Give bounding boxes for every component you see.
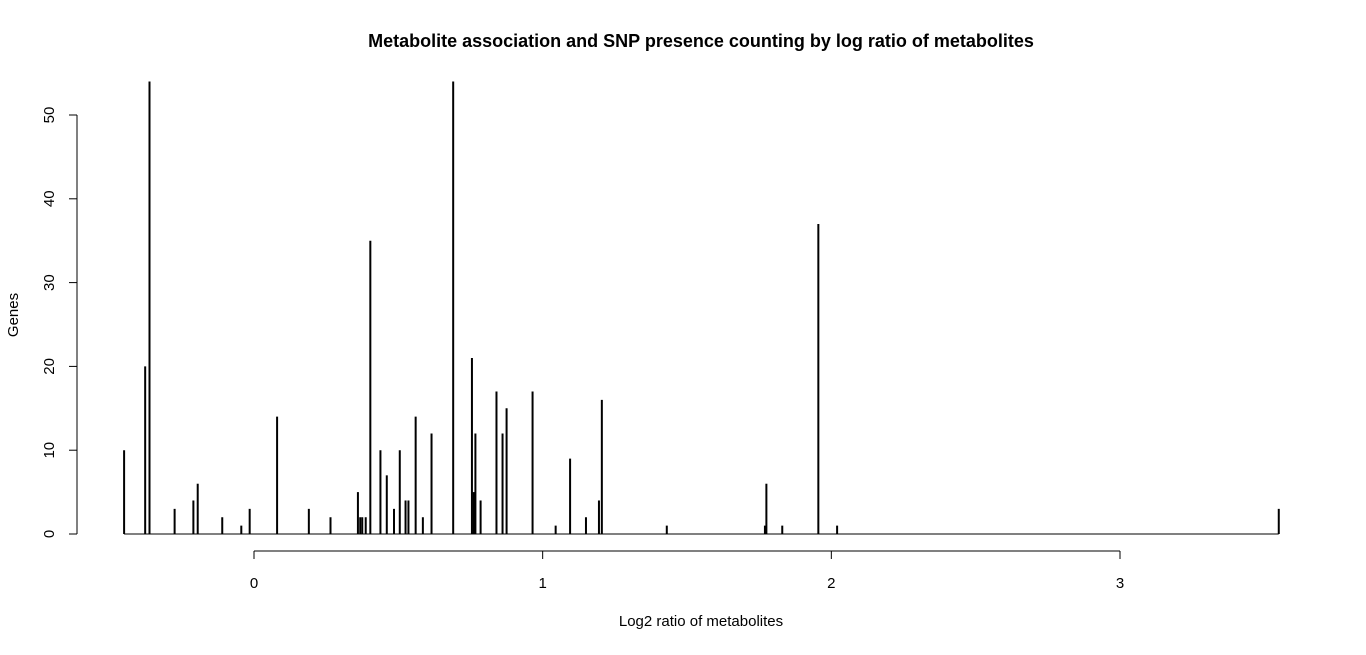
- y-tick-label: 10: [41, 442, 58, 459]
- x-axis-label: Log2 ratio of metabolites: [619, 613, 783, 630]
- x-tick-label: 0: [250, 575, 258, 592]
- x-tick-label: 1: [538, 575, 546, 592]
- y-tick-label: 40: [41, 190, 58, 207]
- chart-title: Metabolite association and SNP presence …: [368, 31, 1034, 51]
- y-tick-label: 30: [41, 274, 58, 291]
- y-tick-label: 0: [41, 530, 58, 538]
- y-tick-label: 50: [41, 107, 58, 124]
- x-tick-label: 3: [1116, 575, 1124, 592]
- x-axis: 0 1 2 3: [250, 550, 1124, 592]
- y-axis-label: Genes: [5, 293, 22, 337]
- y-axis: 0 10 20 30 40 50: [41, 107, 78, 538]
- bars-group: [123, 81, 1280, 535]
- y-tick-label: 20: [41, 358, 58, 375]
- x-tick-label: 2: [827, 575, 835, 592]
